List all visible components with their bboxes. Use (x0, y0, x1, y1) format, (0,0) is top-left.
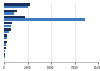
Bar (4, 3, 30, 6)
Bar (4, 35, 7, 37)
Bar (4, 25, 11, 27)
Bar (4, 31, 9, 33)
Bar (4, 18, 85, 21)
Bar (4, 47, 6, 49)
Bar (4, 50, 5, 52)
Bar (4, 41, 7, 43)
Bar (4, 53, 5, 56)
Bar (4, 43, 6, 46)
Bar (4, 22, 12, 24)
Bar (4, 56, 5, 58)
Bar (4, 28, 11, 31)
Bar (4, 16, 25, 18)
Bar (4, 37, 7, 39)
Bar (4, 12, 14, 15)
Bar (4, 10, 17, 12)
Bar (4, 6, 28, 8)
